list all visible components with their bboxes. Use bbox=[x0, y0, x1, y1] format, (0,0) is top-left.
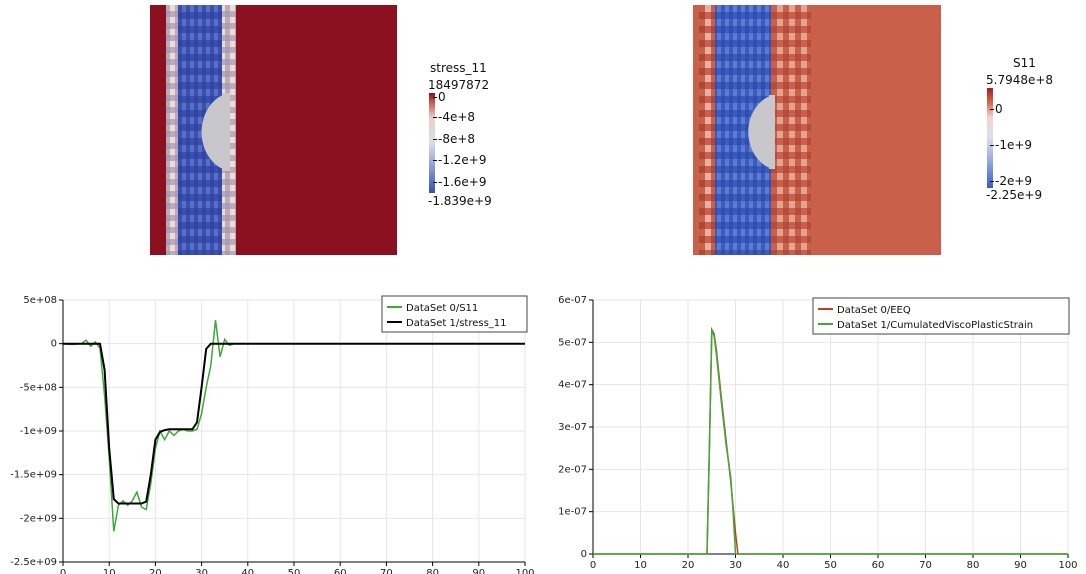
colorbar-tick: 0 bbox=[433, 90, 446, 104]
x-tick-label: 0 bbox=[60, 568, 66, 574]
x-tick-label: 30 bbox=[729, 560, 742, 571]
s11-field-image bbox=[693, 5, 941, 255]
x-tick-label: 90 bbox=[1014, 560, 1027, 571]
legend-label: DataSet 1/CumulatedViscoPlasticStrain bbox=[837, 320, 1033, 331]
colorbar-tick: -1.6e+9 bbox=[433, 175, 487, 189]
y-tick-label: 5e+08 bbox=[23, 295, 57, 306]
x-tick-label: 20 bbox=[149, 568, 162, 574]
x-tick-label: 10 bbox=[634, 560, 647, 571]
x-tick-label: 100 bbox=[515, 568, 534, 574]
colorbar-title: stress_11 bbox=[430, 61, 487, 75]
x-tick-label: 60 bbox=[334, 568, 347, 574]
y-tick-label: -2e+09 bbox=[20, 513, 57, 524]
y-tick-label: 5e-07 bbox=[558, 337, 587, 348]
y-tick-label: 0 bbox=[581, 549, 587, 560]
x-tick-label: 100 bbox=[1058, 560, 1077, 571]
series-line bbox=[63, 342, 525, 505]
x-tick-label: 50 bbox=[824, 560, 837, 571]
colorbar-min-label: -2.25e+9 bbox=[986, 188, 1043, 202]
x-tick-label: 30 bbox=[195, 568, 208, 574]
y-tick-label: -5e+08 bbox=[20, 382, 57, 393]
colorbar-tick: -4e+8 bbox=[432, 110, 476, 124]
colorbar-tick: -1.2e+9 bbox=[433, 153, 487, 167]
y-tick-label: 2e-07 bbox=[558, 464, 587, 475]
field-plot-stress-11: stress_11 18497872 0 -4e+8 -8e+8 -1.2e+9… bbox=[0, 0, 543, 262]
x-tick-label: 50 bbox=[288, 568, 301, 574]
series-line bbox=[62, 320, 525, 532]
legend-box bbox=[381, 295, 528, 333]
y-tick-label: 0 bbox=[51, 339, 57, 350]
strain-line-chart: 0 10 20 30 40 50 60 70 80 90 100 6e-07 5e-07 4e-07 3e-… bbox=[558, 295, 1077, 571]
x-tick-label: 90 bbox=[472, 568, 485, 574]
field-plot-s11: S11 5.7948e+8 0 -1e+9 -2e+9 -2.25e+9 bbox=[543, 0, 1086, 262]
x-tick-label: 70 bbox=[919, 560, 932, 571]
x-tick-label: 10 bbox=[103, 568, 116, 574]
y-tick-label: -1.5e+09 bbox=[10, 470, 57, 481]
y-tick-label: -1e+09 bbox=[20, 426, 57, 437]
y-tick-label: 4e-07 bbox=[558, 380, 587, 391]
x-tick-label: 0 bbox=[590, 560, 596, 571]
colorbar-gradient bbox=[987, 88, 993, 188]
stress-line-chart: 0 10 20 30 40 50 60 70 80 90 100 5e+08 0 -5e+08 -1e+09… bbox=[10, 295, 534, 574]
x-tick-label: 80 bbox=[967, 560, 980, 571]
x-tick-label: 40 bbox=[241, 568, 254, 574]
y-tick-label: 6e-07 bbox=[558, 295, 587, 306]
colorbar-max-label: 5.7948e+8 bbox=[986, 73, 1054, 87]
x-tick-label: 70 bbox=[380, 568, 393, 574]
colorbar-tick: -1e+9 bbox=[989, 138, 1033, 152]
colorbar-gradient bbox=[429, 93, 435, 193]
y-tick-label: 1e-07 bbox=[558, 507, 587, 518]
stress-11-field-image bbox=[150, 5, 397, 255]
legend-box bbox=[812, 297, 1070, 335]
x-tick-label: 20 bbox=[682, 560, 695, 571]
colorbar-tick: -8e+8 bbox=[432, 132, 476, 146]
x-tick-label: 40 bbox=[777, 560, 790, 571]
x-tick-label: 80 bbox=[426, 568, 439, 574]
colorbar-min-label: -1.839e+9 bbox=[428, 194, 492, 208]
x-tick-label: 60 bbox=[872, 560, 885, 571]
legend-label: DataSet 0/EEQ bbox=[837, 305, 911, 316]
colorbar-tick: -2e+9 bbox=[989, 174, 1033, 188]
legend-label: DataSet 1/stress_11 bbox=[406, 318, 507, 329]
series-line bbox=[593, 329, 1068, 555]
legend-label: DataSet 0/S11 bbox=[406, 303, 478, 314]
colorbar-title: S11 bbox=[1013, 56, 1036, 70]
y-tick-label: -2.5e+09 bbox=[10, 557, 57, 568]
colorbar-tick: 0 bbox=[990, 102, 1003, 116]
y-tick-label: 3e-07 bbox=[558, 422, 587, 433]
colorbar-max-label: 18497872 bbox=[428, 78, 490, 92]
